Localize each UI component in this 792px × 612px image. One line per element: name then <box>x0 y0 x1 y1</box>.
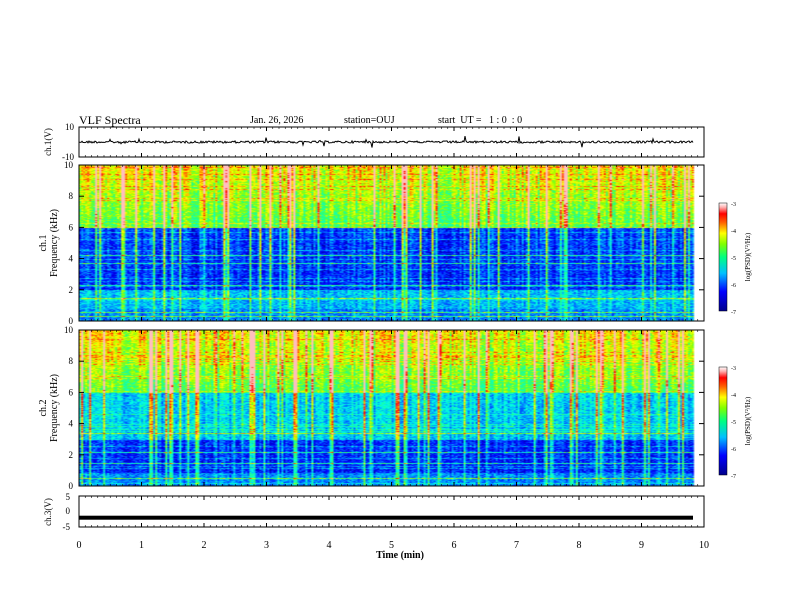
x-tick-label: 3 <box>264 540 269 551</box>
colorbar-tick-label: -7 <box>731 474 736 480</box>
colorbar-tick-label: -5 <box>731 256 736 262</box>
y-tick-label: 8 <box>69 356 74 366</box>
y-tick-label: 6 <box>69 387 74 397</box>
ch2-colorbar-label: log(PSD)(V²/Hz) <box>744 396 752 445</box>
x-tick-label: 9 <box>639 540 644 551</box>
y-tick-label: 2 <box>69 450 74 460</box>
colorbar-tick-label: -4 <box>731 229 736 235</box>
x-tick-label: 1 <box>139 540 144 551</box>
ch3-waveform-line <box>79 515 693 520</box>
y-tick-label: 10 <box>64 160 74 170</box>
y-tick-label: 10 <box>64 325 74 335</box>
colorbar-tick-label: -6 <box>731 283 736 289</box>
x-tick-label: 7 <box>514 540 519 551</box>
station-label: station=OUJ <box>344 115 395 126</box>
ch1-ytick-top: 10 <box>65 122 75 132</box>
ch1-ylabel: ch.1(V) <box>43 128 53 156</box>
ch2-spec-ylabel-a: ch.2 <box>38 400 49 417</box>
y-tick-label: 8 <box>69 191 74 201</box>
colorbar-tick-label: -3 <box>731 202 736 208</box>
x-tick-label: 5 <box>389 540 394 551</box>
colorbar-tick-label: -7 <box>731 310 736 316</box>
colorbar-tick-label: -5 <box>731 420 736 426</box>
start-ut-label: start UT = 1 : 0 : 0 <box>438 115 523 126</box>
ch3-ytick-mid: 0 <box>66 506 71 516</box>
x-tick-label: 2 <box>202 540 207 551</box>
ch1-spec-ylabel-a: ch.1 <box>38 235 49 252</box>
y-tick-label: 2 <box>69 285 74 295</box>
ch2-colorbar: -3 -4 -5 -6 -7 log(PSD)(V²/Hz) <box>718 366 752 480</box>
ch1-spectrogram-panel: 0 2 4 6 8 10 ch.1 Frequency (kHz) <box>38 160 705 326</box>
ch1-colorbar: -3 -4 -5 -6 -7 log(PSD)(V²/Hz) <box>718 202 752 316</box>
x-tick-label: 4 <box>327 540 332 551</box>
ch2-spectrogram-image <box>79 330 704 486</box>
ch3-ylabel: ch.3(V) <box>43 498 53 526</box>
y-tick-label: 4 <box>69 254 74 264</box>
colorbar-tick-label: -6 <box>731 447 736 453</box>
ch3-panel: 5 0 -5 ch.3(V) <box>43 492 705 532</box>
x-axis-label: Time (min) <box>376 550 424 561</box>
ch2-spectrogram-panel: 0 2 4 6 8 10 ch.2 Frequency (kHz) <box>38 325 705 491</box>
ch2-spec-ylabel-b: Frequency (kHz) <box>49 374 60 442</box>
ch1-colorbar-label: log(PSD)(V²/Hz) <box>744 232 752 281</box>
ch1-ytick-bottom: -10 <box>62 152 74 162</box>
x-tick-label: 6 <box>452 540 457 551</box>
colorbar-tick-label: -4 <box>731 393 736 399</box>
y-tick-label: 6 <box>69 222 74 232</box>
y-tick-label: 0 <box>69 316 74 326</box>
x-tick-label: 10 <box>699 540 709 551</box>
ch1-spectrogram-image <box>79 165 704 321</box>
x-tick-label: 0 <box>77 540 82 551</box>
ch1-spec-ylabel-b: Frequency (kHz) <box>49 209 60 277</box>
date-label: Jan. 26, 2026 <box>250 115 304 126</box>
ch3-ytick-bottom: -5 <box>63 522 71 532</box>
x-tick-label: 8 <box>577 540 582 551</box>
chart-title: VLF Spectra <box>79 113 141 127</box>
y-tick-label: 0 <box>69 481 74 491</box>
ch1-panel: 10 -10 ch.1(V) <box>43 122 705 162</box>
y-tick-label: 4 <box>69 419 74 429</box>
colorbar-tick-label: -3 <box>731 366 736 372</box>
ch1-waveform-line <box>79 136 694 148</box>
ch3-ytick-top: 5 <box>66 492 71 502</box>
